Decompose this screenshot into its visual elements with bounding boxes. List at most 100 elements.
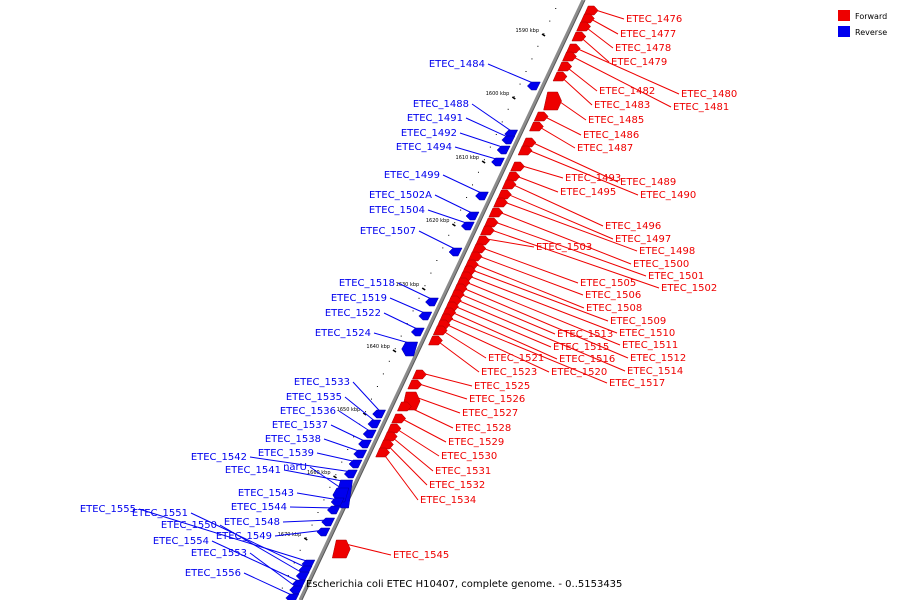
reverse-gene-feature[interactable] (343, 469, 358, 479)
reverse-gene-label[interactable]: ETEC_1542 (191, 452, 247, 463)
forward-gene-label[interactable]: ETEC_1520 (551, 367, 607, 378)
forward-gene-label[interactable]: ETEC_1528 (455, 423, 511, 434)
reverse-gene-feature[interactable] (348, 459, 363, 469)
forward-gene-label[interactable]: ETEC_1490 (640, 190, 696, 201)
forward-gene-feature[interactable] (467, 251, 483, 262)
forward-gene-label[interactable]: ETEC_1534 (420, 495, 476, 506)
forward-gene-label[interactable]: ETEC_1511 (622, 340, 678, 351)
forward-gene-feature[interactable] (475, 235, 491, 246)
forward-gene-label[interactable]: ETEC_1530 (441, 451, 497, 462)
reverse-gene-feature[interactable] (316, 527, 331, 537)
forward-gene-label[interactable]: ETEC_1477 (620, 29, 676, 40)
reverse-gene-feature[interactable] (460, 221, 475, 231)
reverse-gene-feature[interactable] (321, 517, 336, 527)
forward-gene-label[interactable]: ETEC_1517 (609, 378, 665, 389)
forward-gene-label[interactable]: ETEC_1506 (585, 290, 641, 301)
reverse-gene-feature[interactable] (367, 419, 382, 429)
forward-gene-feature[interactable] (571, 31, 587, 42)
reverse-gene-label[interactable]: ETEC_1484 (429, 59, 485, 70)
reverse-gene-label[interactable]: ETEC_1554 (153, 536, 209, 547)
forward-gene-feature[interactable] (428, 335, 443, 346)
forward-gene-label[interactable]: ETEC_1505 (580, 278, 636, 289)
forward-gene-label[interactable]: ETEC_1508 (586, 303, 642, 314)
forward-gene-label[interactable]: ETEC_1512 (630, 353, 686, 364)
reverse-gene-label[interactable]: ETEC_1504 (369, 205, 425, 216)
reverse-gene-label[interactable]: ETEC_1499 (384, 170, 440, 181)
reverse-gene-label[interactable]: ETEC_1537 (272, 420, 328, 431)
reverse-gene-feature[interactable] (326, 505, 341, 515)
forward-gene-label[interactable]: ETEC_1500 (633, 259, 689, 270)
forward-gene-label[interactable]: ETEC_1479 (611, 57, 667, 68)
forward-gene-label[interactable]: ETEC_1510 (619, 328, 675, 339)
forward-gene-label[interactable]: ETEC_1521 (488, 353, 544, 364)
forward-gene-feature[interactable] (557, 61, 573, 72)
reverse-gene-label[interactable]: ETEC_1549 (216, 531, 272, 542)
forward-gene-label[interactable]: ETEC_1486 (583, 130, 639, 141)
forward-gene-feature[interactable] (517, 145, 533, 156)
forward-gene-label[interactable]: ETEC_1487 (577, 143, 633, 154)
forward-gene-label[interactable]: ETEC_1498 (639, 246, 695, 257)
forward-gene-label[interactable]: ETEC_1476 (626, 14, 682, 25)
forward-gene-label[interactable]: ETEC_1523 (481, 367, 537, 378)
reverse-gene-label[interactable]: ETEC_1494 (396, 142, 452, 153)
forward-gene-feature[interactable] (493, 197, 508, 208)
reverse-gene-label[interactable]: ETEC_1556 (185, 568, 241, 579)
reverse-gene-label[interactable]: ETEC_1538 (265, 434, 321, 445)
forward-gene-feature[interactable] (496, 189, 512, 200)
forward-gene-label[interactable]: ETEC_1509 (610, 316, 666, 327)
forward-gene-feature[interactable] (375, 447, 391, 458)
reverse-gene-label[interactable]: ETEC_1536 (280, 406, 336, 417)
reverse-gene-feature[interactable] (448, 247, 463, 257)
reverse-gene-label[interactable]: narU (283, 462, 307, 473)
forward-gene-feature[interactable] (407, 379, 423, 390)
reverse-gene-feature[interactable] (285, 593, 300, 600)
forward-gene-feature[interactable] (412, 369, 427, 380)
forward-gene-label[interactable]: ETEC_1545 (393, 550, 449, 561)
forward-gene-label[interactable]: ETEC_1513 (557, 329, 613, 340)
reverse-gene-feature[interactable] (496, 145, 511, 155)
reverse-gene-feature[interactable] (465, 211, 480, 221)
reverse-gene-label[interactable]: ETEC_1543 (238, 488, 294, 499)
reverse-gene-label[interactable]: ETEC_1519 (331, 293, 387, 304)
reverse-gene-feature[interactable] (362, 429, 377, 439)
forward-gene-label[interactable]: ETEC_1503 (536, 242, 592, 253)
forward-gene-feature[interactable] (483, 217, 499, 228)
forward-gene-feature[interactable] (505, 171, 521, 182)
forward-gene-feature[interactable] (379, 439, 394, 450)
reverse-gene-label[interactable]: ETEC_1491 (407, 113, 463, 124)
reverse-gene-feature[interactable] (330, 497, 345, 507)
forward-gene-label[interactable]: ETEC_1532 (429, 480, 485, 491)
reverse-gene-label[interactable]: ETEC_1550 (161, 520, 217, 531)
reverse-gene-label[interactable]: ETEC_1539 (258, 448, 314, 459)
forward-gene-feature[interactable] (396, 401, 412, 412)
reverse-gene-feature[interactable] (418, 311, 433, 321)
reverse-gene-label[interactable]: ETEC_1544 (231, 502, 287, 513)
forward-gene-feature[interactable] (562, 51, 577, 62)
forward-gene-label[interactable]: ETEC_1495 (560, 187, 616, 198)
reverse-gene-feature[interactable] (526, 81, 541, 91)
reverse-gene-label[interactable]: ETEC_1551 (132, 508, 188, 519)
forward-gene-label[interactable]: ETEC_1482 (599, 86, 655, 97)
forward-gene-feature[interactable] (521, 137, 537, 148)
reverse-gene-feature[interactable] (401, 341, 419, 357)
forward-gene-feature[interactable] (488, 207, 504, 218)
reverse-gene-feature[interactable] (501, 135, 516, 145)
forward-gene-label[interactable]: ETEC_1483 (594, 100, 650, 111)
reverse-gene-label[interactable]: ETEC_1535 (286, 392, 342, 403)
reverse-gene-feature[interactable] (295, 571, 310, 581)
reverse-gene-label[interactable]: ETEC_1492 (401, 128, 457, 139)
forward-gene-feature[interactable] (565, 43, 581, 54)
forward-gene-label[interactable]: ETEC_1493 (565, 173, 621, 184)
reverse-gene-label[interactable]: ETEC_1553 (191, 548, 247, 559)
reverse-gene-feature[interactable] (491, 157, 505, 167)
forward-gene-label[interactable]: ETEC_1516 (559, 354, 615, 365)
forward-gene-label[interactable]: ETEC_1481 (673, 102, 729, 113)
reverse-gene-label[interactable]: ETEC_1518 (339, 278, 395, 289)
reverse-gene-feature[interactable] (372, 409, 387, 419)
reverse-gene-label[interactable]: ETEC_1548 (224, 517, 280, 528)
forward-gene-feature[interactable] (432, 325, 448, 336)
forward-gene-label[interactable]: ETEC_1497 (615, 234, 671, 245)
reverse-gene-feature[interactable] (425, 297, 439, 307)
forward-gene-label[interactable]: ETEC_1496 (605, 221, 661, 232)
reverse-gene-label[interactable]: ETEC_1555 (80, 504, 136, 515)
